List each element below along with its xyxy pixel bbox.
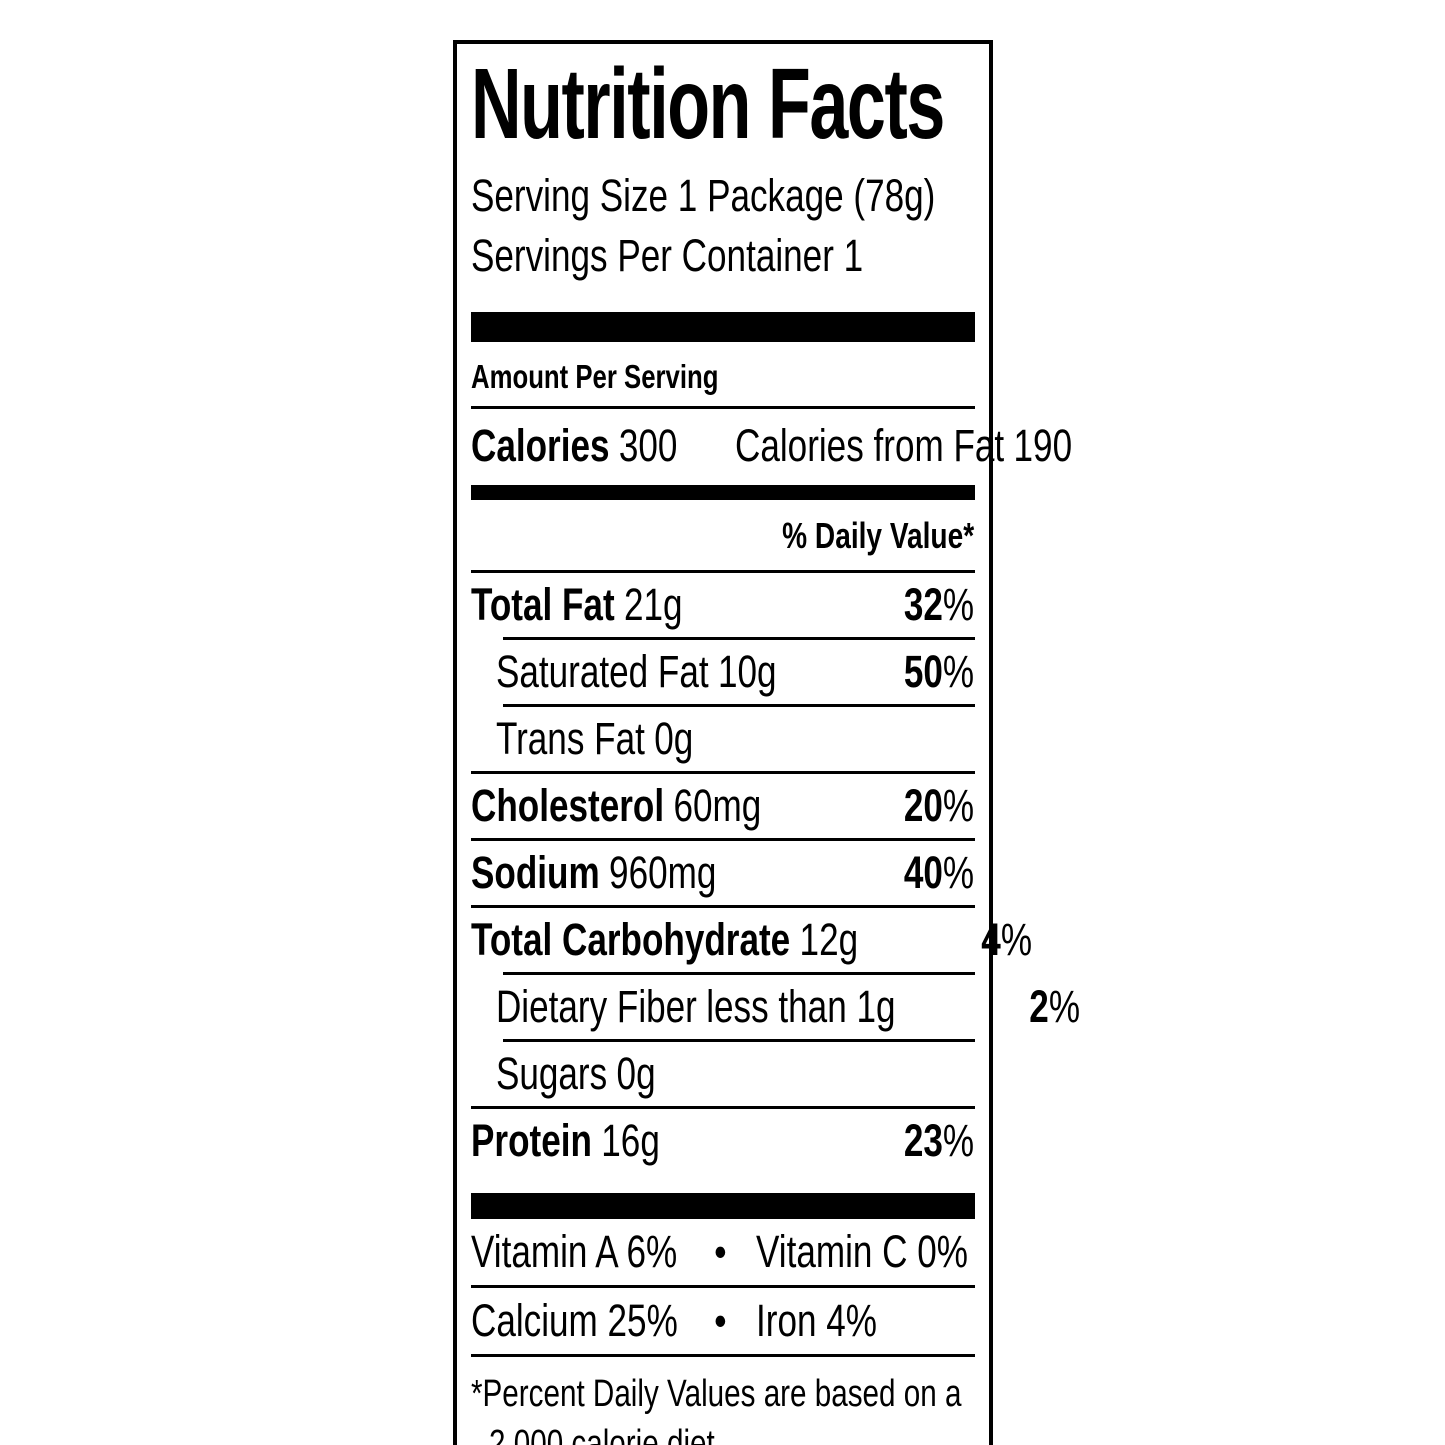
thin-rule <box>470 905 975 908</box>
calories-from-fat-group: Calories from Fat 190 <box>735 420 1072 472</box>
thin-rule <box>470 1285 975 1288</box>
nutrient-name: Total Carbohydrate <box>470 914 790 965</box>
amount-per-serving-text: Amount Per Serving <box>470 358 718 395</box>
nutrient-name: Sugars <box>495 1048 607 1099</box>
nutrient-name: Trans Fat <box>495 713 645 764</box>
calories-value-group: Calories 300 <box>471 420 677 472</box>
nutrient-amount: 0g <box>616 1048 656 1099</box>
nutrient-amount: 10g <box>717 646 777 697</box>
nutrient-amount: 0g <box>653 713 693 764</box>
daily-value-footnote: *Percent Daily Values are based on a 2,0… <box>471 1357 975 1445</box>
thick-divider-bottom <box>470 1193 975 1219</box>
micronutrient-row-minerals: Calcium 25% • Iron 4% <box>471 1288 975 1354</box>
thin-rule-indented <box>502 972 975 975</box>
footnote-line-2: 2,000 calorie diet. <box>488 1423 723 1445</box>
thin-rule-indented <box>502 637 975 640</box>
nutrient-row-cholesterol: Cholesterol 60mg 20% <box>471 774 975 838</box>
nutrient-name: Cholesterol <box>470 780 664 831</box>
nutrient-name: Saturated Fat <box>495 646 709 697</box>
serving-size-text: Serving Size 1 Package (78g) <box>470 170 935 221</box>
nutrient-row-total-fat: Total Fat 21g 32% <box>471 573 975 637</box>
nutrition-facts-label: Nutrition Facts Serving Size 1 Package (… <box>452 40 1080 1445</box>
thin-rule <box>470 570 975 573</box>
nutrient-amount: 60mg <box>672 780 761 831</box>
thin-rule <box>470 771 975 774</box>
nutrient-amount: less than 1g <box>705 981 896 1032</box>
nutrient-row-protein: Protein 16g 23% <box>471 1109 975 1173</box>
medium-divider <box>470 485 975 500</box>
calories-label: Calories <box>470 420 610 471</box>
nutrient-daily-value: 40% <box>904 847 975 898</box>
bullet-separator: • <box>714 1297 727 1344</box>
iron-text: Iron 4% <box>755 1295 877 1346</box>
calcium-text: Calcium 25% <box>470 1295 678 1346</box>
nutrient-name: Total Fat <box>470 579 615 630</box>
nutrient-daily-value: 50% <box>904 646 975 697</box>
nutrient-name: Sodium <box>470 847 600 898</box>
servings-per-container-line: Servings Per Container 1 <box>471 226 975 286</box>
calories-from-fat-label: Calories from Fat <box>735 420 1005 471</box>
calories-row: Calories 300 Calories from Fat 190 <box>471 409 1073 485</box>
micronutrient-row-vitamins: Vitamin A 6% • Vitamin C 0% <box>471 1219 975 1285</box>
thin-rule-indented <box>502 1039 975 1042</box>
footnote-line-1: *Percent Daily Values are based on a <box>470 1373 961 1415</box>
servings-per-container-text: Servings Per Container 1 <box>470 230 863 281</box>
thin-rule <box>470 838 975 841</box>
serving-size-line: Serving Size 1 Package (78g) <box>471 166 975 226</box>
nutrient-row-sugars: Sugars 0g <box>471 1042 975 1106</box>
nutrient-amount: 21g <box>623 579 683 630</box>
calories-value: 300 <box>618 420 677 471</box>
thin-rule <box>470 1354 975 1357</box>
nutrient-amount: 12g <box>799 914 858 965</box>
nutrient-row-dietary-fiber: Dietary Fiber less than 1g 2% <box>471 975 1079 1039</box>
nutrient-name: Dietary Fiber <box>495 981 697 1032</box>
bullet-separator: • <box>714 1228 727 1275</box>
thin-rule-indented <box>502 704 975 707</box>
label-title: Nutrition Facts <box>470 48 945 160</box>
nutrient-name: Protein <box>470 1115 592 1166</box>
vitamin-c-text: Vitamin C 0% <box>755 1226 968 1277</box>
nutrient-daily-value: 20% <box>904 780 975 831</box>
amount-per-serving-header: Amount Per Serving <box>471 342 975 406</box>
calories-from-fat-value: 190 <box>1013 420 1073 471</box>
nutrient-amount: 16g <box>600 1115 660 1166</box>
vitamin-a-text: Vitamin A 6% <box>470 1226 677 1277</box>
nutrient-daily-value: 2% <box>1029 981 1080 1032</box>
nutrient-daily-value: 4% <box>981 914 1032 965</box>
nutrient-row-trans-fat: Trans Fat 0g <box>471 707 975 771</box>
nutrient-daily-value: 32% <box>904 579 975 630</box>
thin-rule <box>470 406 975 409</box>
nutrient-row-sodium: Sodium 960mg 40% <box>471 841 975 905</box>
daily-value-header-text: % Daily Value* <box>782 515 975 556</box>
thin-rule <box>470 1106 975 1109</box>
daily-value-header: % Daily Value* <box>471 500 975 570</box>
nutrient-daily-value: 23% <box>904 1115 975 1166</box>
nutrient-row-saturated-fat: Saturated Fat 10g 50% <box>471 640 975 704</box>
nutrient-row-total-carbohydrate: Total Carbohydrate 12g 4% <box>470 908 1032 972</box>
nutrient-amount: 960mg <box>608 847 716 898</box>
thick-divider-top <box>470 312 975 342</box>
